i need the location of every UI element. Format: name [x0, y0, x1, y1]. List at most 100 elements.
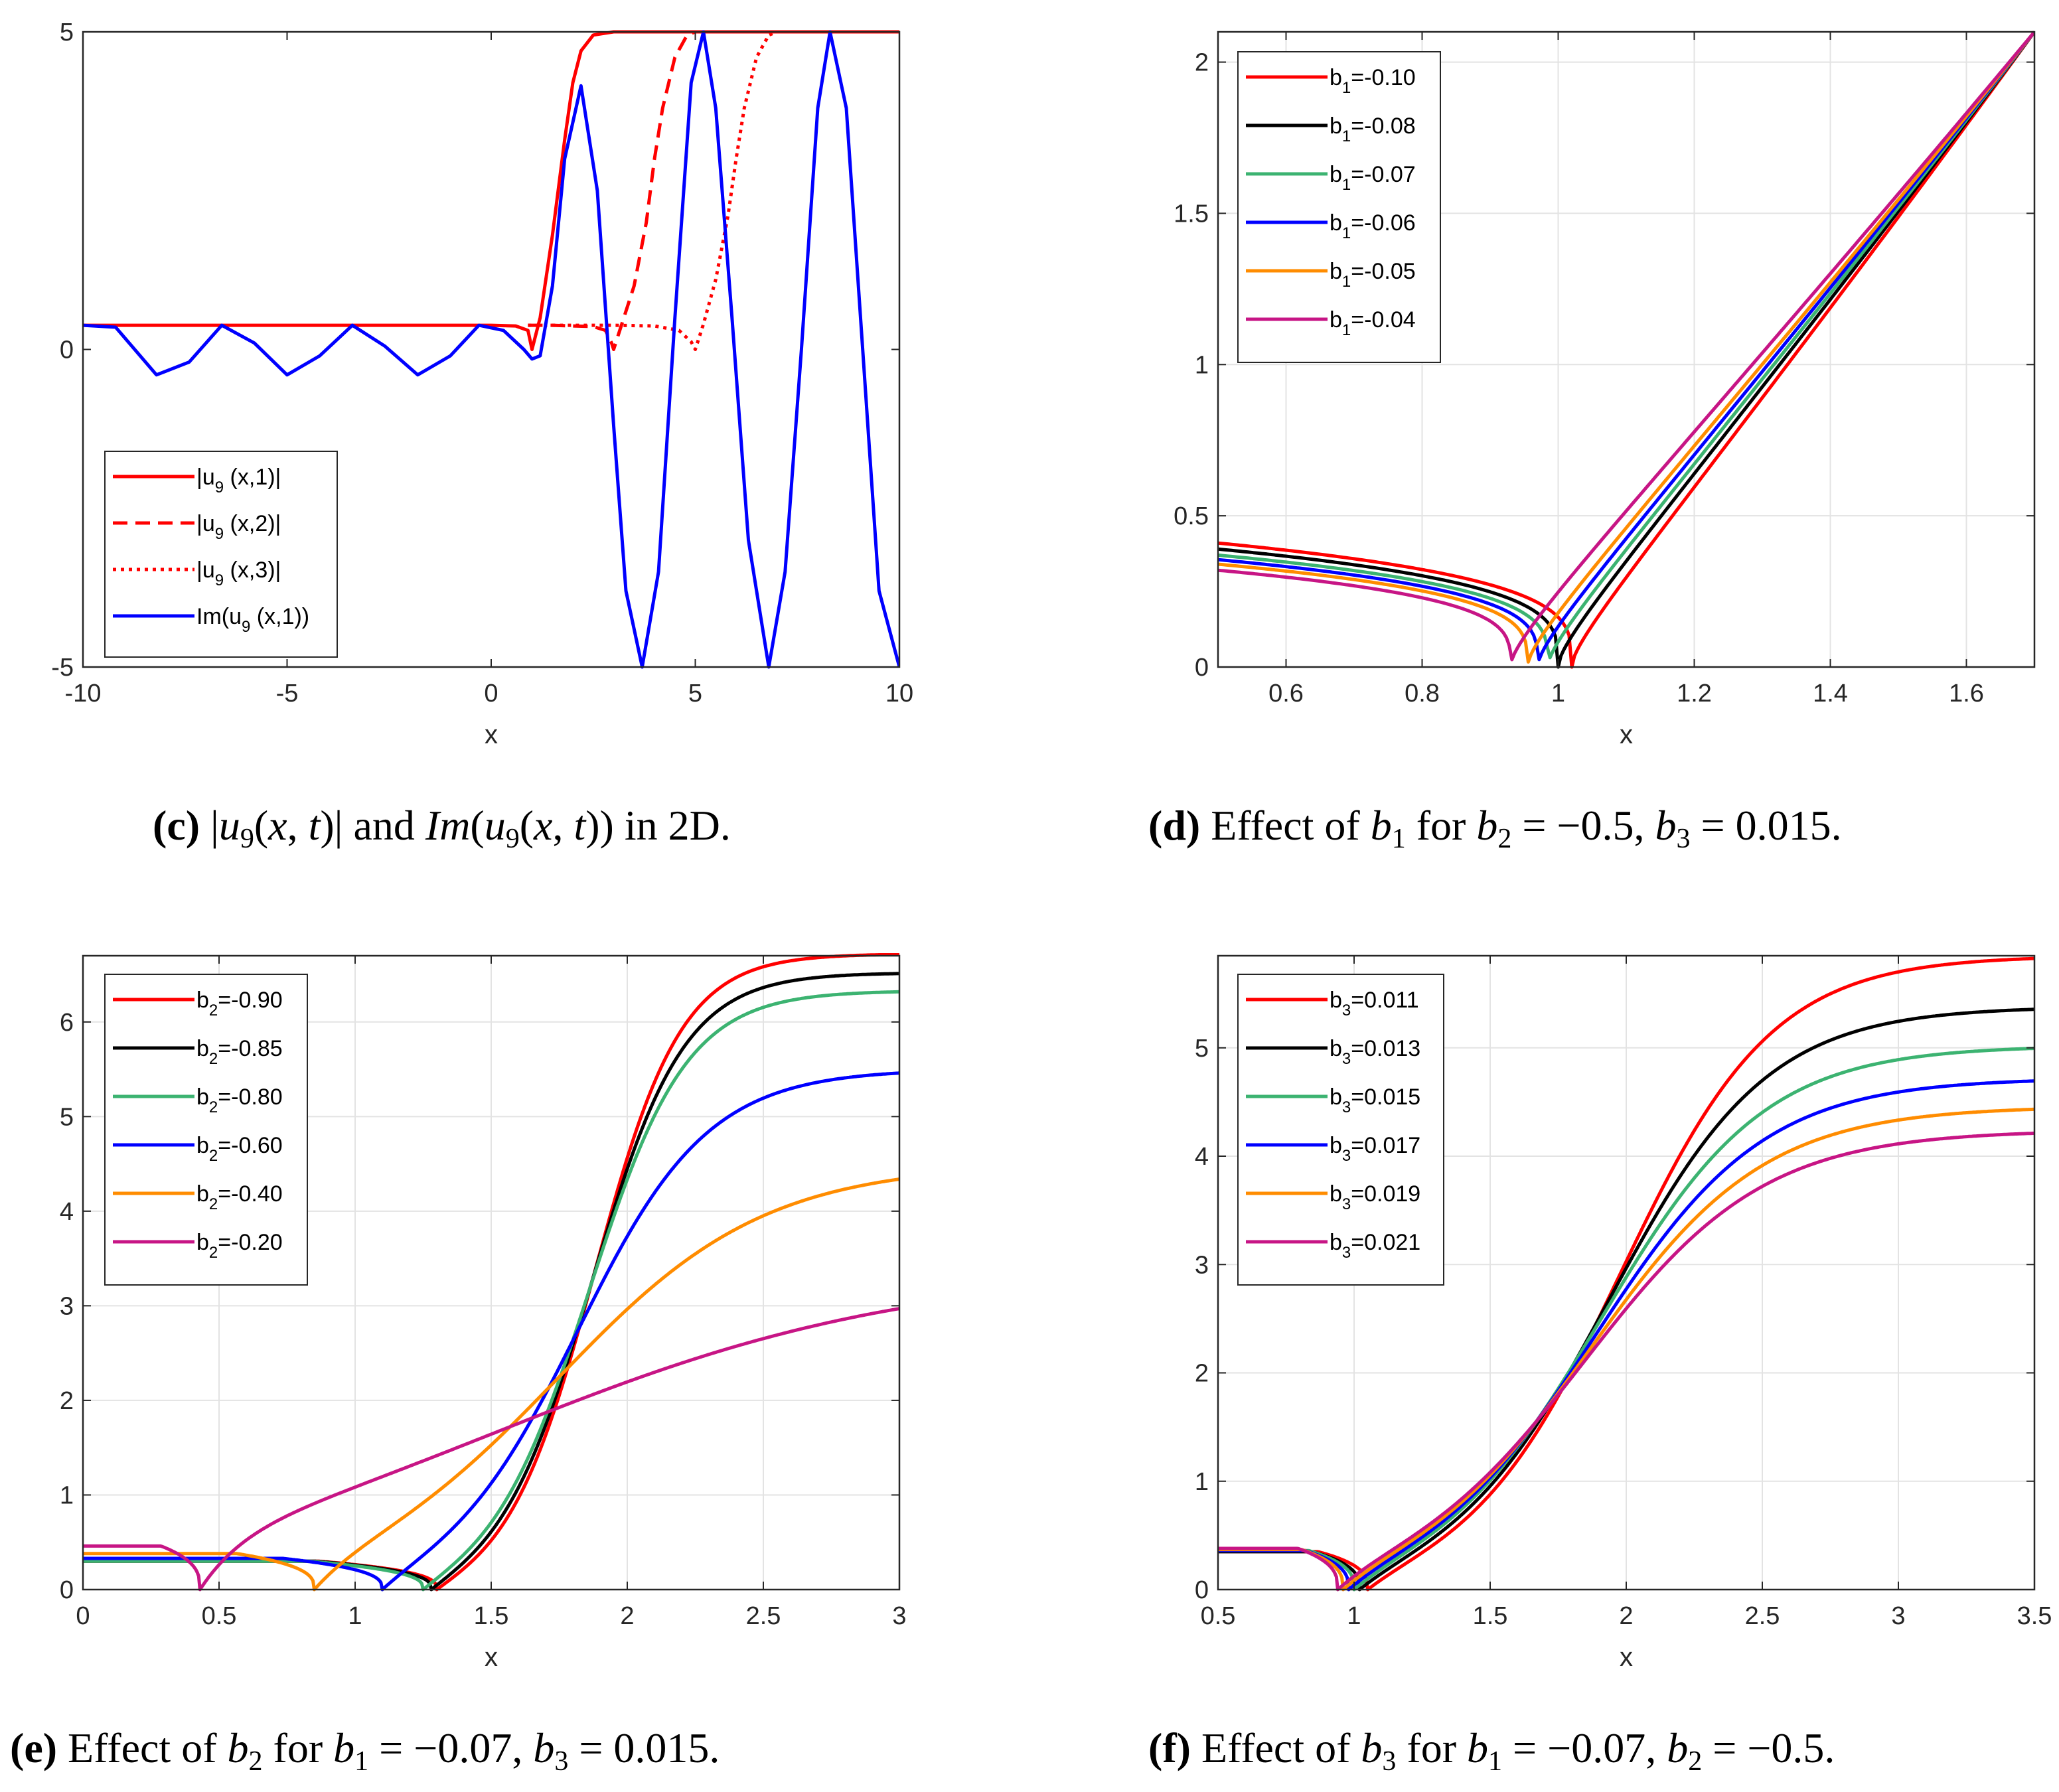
y-tick-label: 1.5 [1174, 200, 1209, 228]
y-tick-label: 3 [60, 1292, 74, 1320]
series-line-6 [83, 1307, 899, 1592]
legend-label: b1=-0.04 [1330, 307, 1416, 339]
legend-label: b2=-0.90 [196, 988, 283, 1019]
legend: |u9 (x,1)| |u9 (x,2)| |u9 (x,3)| Im(u9 (x,1… [104, 451, 338, 658]
x-tick-label: 1 [348, 1602, 362, 1630]
x-axis-label: x [485, 720, 498, 749]
x-tick-label: 3 [1891, 1602, 1905, 1630]
legend-label: b1=-0.10 [1330, 65, 1416, 97]
y-tick-label: 0 [60, 1576, 74, 1604]
legend-box [1237, 974, 1444, 1286]
series-line-2 [528, 30, 696, 351]
x-tick-label: 1.4 [1813, 680, 1848, 708]
y-tick-label: 0 [60, 336, 74, 364]
series-group [1218, 31, 2034, 669]
series-line-4 [83, 1071, 899, 1592]
legend-label: |u9 (x,2)| [196, 511, 281, 543]
y-tick-label: 3 [1195, 1251, 1209, 1279]
legend-label: b1=-0.05 [1330, 259, 1416, 291]
panel-f: 0.5 1 1.5 2 2.5 3 3.5012345xb3=0.011b3=0.013b3… [1195, 954, 2052, 1672]
legend-box [104, 451, 338, 658]
legend-label: b2=-0.40 [196, 1181, 283, 1213]
x-tick-label: 1.2 [1677, 680, 1712, 708]
y-tick-label: 1 [1195, 1468, 1209, 1496]
x-tick-label: 2.5 [746, 1602, 781, 1630]
series-line-6 [1218, 31, 2034, 662]
y-tick-label: 0 [1195, 654, 1209, 682]
legend-label: b3=0.021 [1330, 1230, 1420, 1262]
y-tick-label: 6 [60, 1009, 74, 1037]
y-tick-label: 2 [1195, 49, 1209, 77]
legend-label: Im(u9 (x,1)) [196, 604, 309, 636]
series-line-2 [1218, 31, 2034, 669]
x-tick-label: 5 [688, 680, 702, 708]
caption-d: (d) Effect of b1 for b2 = −0.5, b3 = 0.0… [1148, 802, 1842, 854]
panel-e: 0 0.5 1 1.5 2 2.5 30123456xb2=-0.90b2=-0.85b2=… [60, 953, 907, 1672]
series-line-3 [1218, 31, 2034, 660]
x-tick-label: 10 [885, 680, 913, 708]
x-axis-label: x [1620, 1643, 1633, 1672]
x-tick-label: -5 [276, 680, 299, 708]
legend-label: b3=0.019 [1330, 1181, 1420, 1213]
legend-label: b2=-0.85 [196, 1036, 283, 1068]
x-axis-label: x [485, 1643, 498, 1672]
caption-e: (e) Effect of b2 for b1 = −0.07, b3 = 0.… [10, 1724, 720, 1777]
x-tick-label: 0.5 [202, 1602, 237, 1630]
legend-label: b1=-0.07 [1330, 162, 1416, 194]
x-tick-label: 3.5 [2017, 1602, 2052, 1630]
legend-label: b1=-0.06 [1330, 210, 1416, 242]
x-tick-label: 0.8 [1405, 680, 1440, 708]
x-tick-label: 1.6 [1949, 680, 1984, 708]
y-tick-label: 4 [1195, 1143, 1209, 1171]
series-line-1 [1218, 956, 2034, 1592]
series-line-5 [1218, 31, 2034, 664]
x-tick-label: 2 [1619, 1602, 1633, 1630]
series-line-4 [83, 30, 899, 669]
legend-box [1237, 51, 1441, 363]
x-tick-label: -10 [65, 680, 102, 708]
x-tick-label: 3 [892, 1602, 906, 1630]
series-line-3 [528, 30, 778, 351]
y-tick-label: 1 [60, 1481, 74, 1509]
y-tick-label: 2 [1195, 1360, 1209, 1388]
series-group [83, 953, 899, 1592]
y-tick-label: 1 [1195, 351, 1209, 379]
axes-box [1217, 31, 2036, 668]
series-line-5 [1218, 1107, 2034, 1592]
series-line-2 [1218, 1008, 2034, 1592]
series-line-3 [83, 990, 899, 1592]
x-tick-label: 2.5 [1745, 1602, 1780, 1630]
legend-label: |u9 (x,1)| [196, 465, 281, 496]
y-tick-label: 5 [1195, 1035, 1209, 1063]
legend: b2=-0.90 b2=-0.85 b2=-0.80 b2=-0.60 b2=-0.40… [104, 974, 308, 1286]
y-tick-label: 5 [60, 1103, 74, 1131]
x-tick-label: 0.6 [1268, 680, 1304, 708]
series-line-6 [1218, 1132, 2034, 1592]
legend-label: b3=0.013 [1330, 1036, 1420, 1068]
legend-label: |u9 (x,3)| [196, 558, 281, 589]
legend: b3=0.011 b3=0.013 b3=0.015 b3=0.017 b3=0.019… [1237, 974, 1444, 1286]
legend-label: b3=0.015 [1330, 1084, 1420, 1116]
x-tick-label: 0 [484, 680, 498, 708]
series-line-1 [1218, 31, 2034, 669]
series-line-1 [83, 30, 899, 351]
x-tick-label: 1.5 [1473, 1602, 1508, 1630]
x-tick-label: 1 [1347, 1602, 1361, 1630]
legend-label: b3=0.011 [1330, 988, 1419, 1019]
y-tick-label: 0 [1195, 1576, 1209, 1604]
y-tick-label: 4 [60, 1198, 74, 1226]
y-tick-label: 5 [60, 19, 74, 46]
x-tick-label: 1 [1551, 680, 1565, 708]
y-tick-label: 0.5 [1174, 502, 1209, 530]
legend-label: b2=-0.20 [196, 1230, 283, 1262]
y-tick-label: -5 [51, 654, 74, 682]
series-line-5 [83, 1177, 899, 1592]
legend-label: b3=0.017 [1330, 1133, 1420, 1165]
x-tick-label: 0 [76, 1602, 90, 1630]
caption-c: (c) |u9(x, t)| and Im(u9(x, t)) in 2D. [153, 802, 731, 854]
legend-label: b2=-0.80 [196, 1084, 283, 1116]
panel-d: 0.6 0.8 1 1.2 1.4 1.600.511.52xb1=-0.10b1=-0.… [1174, 31, 2036, 749]
y-tick-label: 2 [60, 1387, 74, 1415]
x-tick-label: 0.5 [1201, 1602, 1236, 1630]
